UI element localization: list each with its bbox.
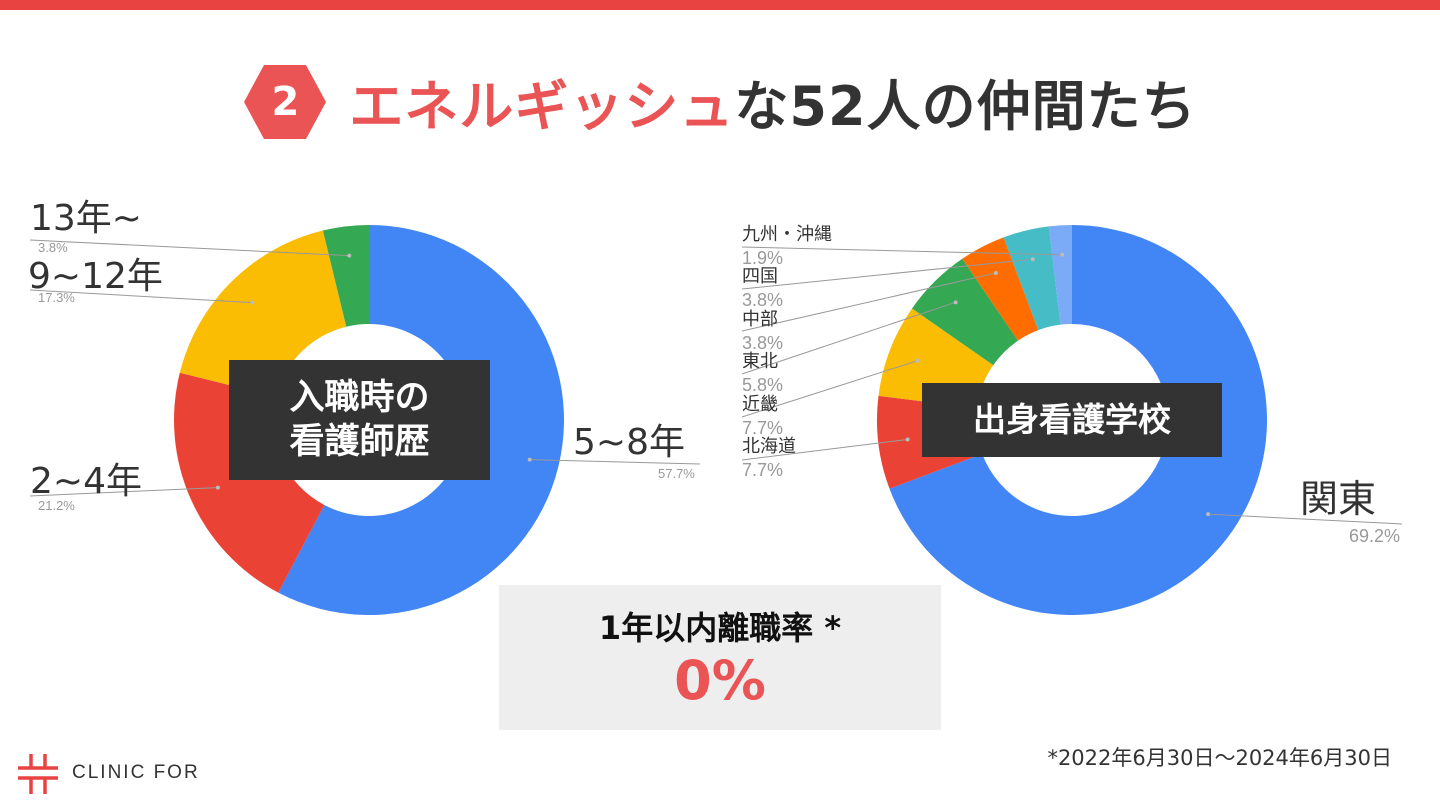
donut1-percent-label-5: 3.8%	[742, 290, 783, 310]
donut0-slice-3	[322, 225, 369, 327]
donut0-category-label-3: 13年~	[30, 198, 142, 239]
donut0-percent-label-1: 21.2%	[38, 498, 75, 513]
donut0-slice-1	[173, 372, 325, 593]
donut0-leader-dot-2	[250, 300, 255, 305]
donut1-category-label-5: 四国	[742, 266, 778, 287]
school-donut-chart: 関東69.2%北海道7.7%近畿7.7%東北5.8%中部3.8%四国3.8%九州…	[741, 224, 1403, 615]
turnover-rate-panel: 1年以内離職率 * 0%	[499, 585, 941, 730]
donut0-leader-line-1	[29, 487, 218, 497]
section-number: 2	[271, 78, 300, 125]
turnover-rate-value: 0%	[674, 649, 766, 712]
donut1-leader-line-0	[1208, 513, 1403, 525]
donut1-leader-line-4	[741, 272, 996, 332]
clinic-logo: CLINIC FOR	[18, 752, 218, 796]
career-chart-center-label: 入職時の 看護師歴	[229, 360, 490, 480]
period-footnote: *2022年6月30日〜2024年6月30日	[1047, 746, 1392, 770]
career-center-line-2: 看護師歴	[289, 422, 430, 462]
donut1-slice-5	[1003, 226, 1061, 331]
donut0-slice-2	[179, 230, 347, 397]
donut0-percent-label-3: 3.8%	[38, 240, 68, 255]
donut1-leader-dot-6	[1060, 252, 1065, 257]
donut1-percent-label-4: 3.8%	[742, 333, 783, 353]
donut0-slice-0	[278, 225, 564, 615]
donut1-leader-line-3	[741, 301, 956, 375]
donut1-percent-label-1: 7.7%	[742, 460, 783, 480]
clinic-logo-text: CLINIC FOR	[72, 762, 200, 783]
top-accent-bar	[0, 0, 1440, 10]
donut0-leader-dot-0	[527, 457, 532, 462]
donut1-category-label-0: 関東	[1300, 477, 1376, 521]
title-accent: エネルギッシュ	[349, 75, 735, 138]
donut0-leader-line-2	[29, 289, 253, 304]
donut0-percent-label-0: 57.7%	[658, 466, 695, 481]
donut1-leader-dot-5	[1030, 257, 1035, 262]
clinic-cross-icon	[18, 754, 58, 794]
career-center-line-1: 入職時の	[289, 378, 430, 418]
school-chart-center-label: 出身看護学校	[922, 383, 1222, 457]
donut0-leader-dot-3	[347, 253, 352, 258]
donut0-category-label-1: 2~4年	[30, 461, 142, 502]
turnover-rate-label: 1年以内離職率 *	[598, 609, 842, 647]
donut0-leader-dot-1	[215, 485, 220, 490]
donut1-leader-dot-1	[905, 437, 910, 442]
donut1-category-label-1: 北海道	[742, 436, 796, 457]
donut1-leader-line-6	[741, 246, 1063, 256]
title-rest: な52人の仲間たち	[734, 75, 1197, 138]
donut0-leader-line-0	[529, 459, 701, 465]
donut1-leader-line-5	[741, 258, 1033, 290]
donut1-category-label-6: 九州・沖縄	[742, 224, 832, 245]
section-number-badge: 2	[243, 63, 327, 141]
donut0-leader-line-3	[29, 239, 350, 257]
donut0-category-label-2: 9~12年	[28, 256, 163, 297]
donut1-leader-line-2	[741, 360, 918, 418]
donut0-percent-label-2: 17.3%	[38, 290, 75, 305]
donut1-leader-dot-2	[915, 358, 920, 363]
donut1-percent-label-6: 1.9%	[742, 248, 783, 268]
page-title: 2 エネルギッシュな52人の仲間たち	[0, 62, 1440, 141]
title-text: エネルギッシュな52人の仲間たち	[349, 62, 1196, 141]
donut1-percent-label-3: 5.8%	[742, 375, 783, 395]
donut1-leader-dot-0	[1206, 512, 1211, 517]
donut1-leader-dot-3	[953, 300, 958, 305]
donut1-category-label-2: 近畿	[742, 394, 778, 415]
donut1-percent-label-0: 69.2%	[1349, 526, 1400, 546]
donut1-category-label-4: 中部	[742, 309, 778, 330]
donut1-slice-6	[1048, 225, 1072, 325]
donut1-leader-line-1	[741, 438, 908, 461]
donut0-category-label-0: 5~8年	[573, 422, 685, 463]
hexagon-icon	[244, 64, 327, 139]
donut1-slice-4	[962, 237, 1039, 341]
donut1-slice-3	[912, 258, 1018, 366]
donut1-category-label-3: 東北	[742, 351, 778, 372]
donut1-leader-dot-4	[993, 271, 998, 276]
donut1-percent-label-2: 7.7%	[742, 418, 783, 438]
donut1-slice-0	[889, 225, 1267, 615]
